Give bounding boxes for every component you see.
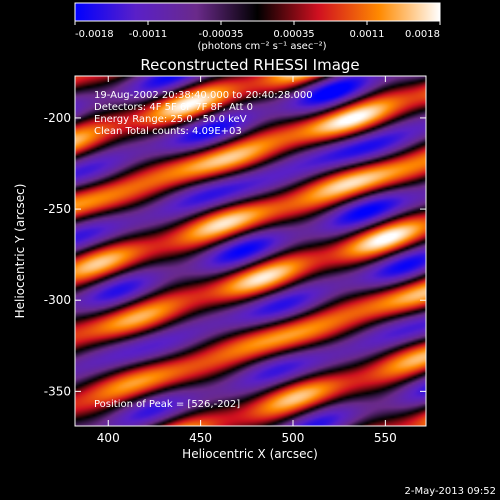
annotation-line: 19-Aug-2002 20:38:40.000 to 20:40:28.000 xyxy=(94,90,313,101)
y-axis-label: Heliocentric Y (arcsec) xyxy=(13,184,27,319)
colorbar-tick-label: -0.0018 xyxy=(75,29,114,40)
colorbar xyxy=(74,2,441,22)
colorbar-tick-label: 0.0011 xyxy=(350,29,385,40)
x-tick-label: 550 xyxy=(374,431,397,445)
x-tick-label: 450 xyxy=(189,431,212,445)
x-tick-label: 500 xyxy=(282,431,305,445)
colorbar-tick-label: -0.00035 xyxy=(199,29,244,40)
y-tick-label: -250 xyxy=(44,202,71,216)
y-tick-label: -200 xyxy=(44,111,71,125)
annotation-block: 19-Aug-2002 20:38:40.000 to 20:40:28.000… xyxy=(94,90,313,137)
colorbar-ticks: -0.0018 -0.0011 -0.00035 0.00035 0.0011 0.001… xyxy=(74,21,441,40)
annotation-line: Clean Total counts: 4.09E+03 xyxy=(94,126,242,137)
chart-title: Reconstructed RHESSI Image xyxy=(140,56,359,74)
x-tick-label: 400 xyxy=(97,431,120,445)
y-axis: -200 -250 -300 -350 xyxy=(44,111,426,398)
annotation-line: Detectors: 4F 5F 6F 7F 8F, Att 0 xyxy=(94,102,253,113)
x-axis-label: Heliocentric X (arcsec) xyxy=(182,447,318,461)
colorbar-unit-label: (photons cm⁻² s⁻¹ asec⁻²) xyxy=(197,41,326,52)
plot-frame xyxy=(74,75,427,427)
x-axis: 400 450 500 550 xyxy=(97,76,397,445)
y-tick-label: -350 xyxy=(44,384,71,398)
colorbar-tick-label: -0.0011 xyxy=(129,29,168,40)
colorbar-tick-label: 0.0018 xyxy=(405,29,440,40)
annotation-line: Energy Range: 25.0 - 50.0 keV xyxy=(94,114,247,125)
peak-position-label: Position of Peak = [526,-202] xyxy=(94,399,240,410)
y-tick-label: -300 xyxy=(44,293,71,307)
heatmap-image xyxy=(75,76,426,426)
colorbar-tick-label: 0.00035 xyxy=(273,29,314,40)
footer-timestamp: 2-May-2013 09:52 xyxy=(404,486,496,497)
